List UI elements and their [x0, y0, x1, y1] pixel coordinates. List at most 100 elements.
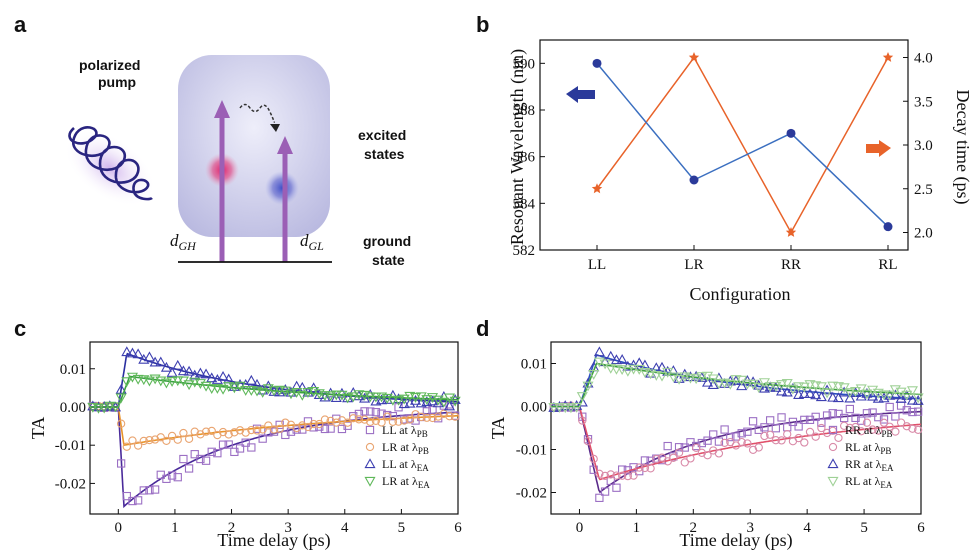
data-point: [150, 485, 160, 494]
data-point: [122, 442, 131, 451]
data-point: [714, 449, 724, 458]
data-point: [155, 356, 167, 367]
decay-time-point: [882, 52, 894, 62]
data-point: [245, 374, 257, 385]
data-point: [709, 430, 718, 439]
legend-marker: [827, 458, 839, 469]
data-point: [838, 383, 850, 394]
x-tick-label: 2: [690, 520, 698, 536]
data-point: [595, 469, 604, 478]
data-point: [167, 431, 177, 441]
data-point: [817, 423, 826, 433]
data-point: [387, 395, 399, 406]
data-point: [703, 451, 712, 460]
legend-marker: [827, 476, 839, 487]
data-point: [726, 432, 735, 442]
data-point: [252, 426, 262, 435]
data-point: [845, 404, 854, 414]
data-point: [600, 471, 610, 481]
data-point: [868, 425, 877, 434]
legend-marker: [828, 425, 838, 435]
data-point: [800, 438, 809, 447]
data-point: [145, 486, 154, 495]
data-point: [800, 415, 809, 425]
data-point: [371, 408, 381, 417]
data-point: [610, 364, 623, 375]
data-point: [743, 439, 752, 448]
x-tick-label: LL: [588, 257, 606, 273]
data-point: [247, 425, 256, 435]
data-point: [183, 365, 195, 376]
data-point: [315, 419, 324, 429]
data-point: [443, 393, 456, 404]
decay-time-line: [596, 56, 889, 235]
data-point: [92, 403, 105, 414]
data-point: [627, 364, 640, 375]
panel-a: a polarized pump dGH dGL excited: [14, 12, 411, 268]
decay-time-point: [591, 183, 603, 194]
data-point: [798, 382, 810, 393]
data-point: [760, 423, 769, 432]
data-point: [753, 379, 765, 390]
data-point: [781, 378, 793, 389]
x-tick-label: 4: [803, 520, 811, 536]
data-point: [364, 392, 376, 403]
data-point: [618, 471, 627, 480]
legend-label: RL at λEA: [845, 474, 893, 490]
data-point: [775, 380, 788, 391]
y-tick-label: 0.01: [60, 362, 86, 378]
data-point: [851, 422, 860, 432]
data-point: [405, 415, 415, 424]
chart-b-ylabel-right: Decay time (ps): [952, 90, 973, 205]
data-point: [133, 441, 143, 450]
decay-time-point: [785, 227, 797, 237]
data-point: [343, 421, 352, 430]
wavelength-point: [592, 58, 602, 68]
y-right-tick-label: 2.0: [914, 226, 933, 242]
data-point: [330, 390, 342, 401]
data-point: [400, 416, 409, 425]
legend-marker: [364, 476, 376, 487]
data-point: [150, 435, 160, 444]
data-point: [211, 374, 223, 384]
data-point: [771, 436, 780, 445]
data-point: [426, 395, 439, 406]
data-point: [275, 420, 284, 430]
data-point: [703, 436, 712, 445]
data-point: [845, 423, 854, 433]
x-tick-label: 0: [115, 520, 123, 536]
data-point: [370, 392, 382, 403]
data-point: [139, 436, 148, 446]
data-point: [652, 454, 661, 464]
data-point: [697, 448, 706, 457]
panel-d: d 0 1 2 3 4 5 6-0.02-0.010.000.01 RR at λPBRL …: [476, 316, 925, 551]
data-point: [240, 386, 252, 396]
data-point: [104, 401, 116, 412]
data-point: [201, 427, 211, 436]
data-point: [281, 418, 290, 427]
data-point: [190, 450, 199, 459]
data-point: [548, 403, 560, 413]
y-tick-label: -0.01: [55, 438, 86, 454]
decay-time-point: [688, 52, 700, 62]
data-point: [326, 416, 335, 426]
data-point: [697, 438, 706, 448]
data-point: [258, 434, 267, 443]
data-point: [332, 418, 341, 427]
panel-b: b LL LR RR RL 582 584 586 588 590 2.0 2.5 3.0 3.5 4.0…: [476, 12, 973, 304]
y-tick-label: 584: [513, 196, 536, 212]
data-point: [421, 395, 433, 406]
data-point: [179, 428, 188, 438]
data-point: [766, 416, 775, 425]
data-point: [606, 470, 615, 479]
data-point: [298, 421, 307, 430]
data-point: [805, 427, 815, 437]
data-point: [393, 395, 405, 406]
data-point: [764, 382, 776, 392]
data-point: [354, 415, 364, 424]
data-point: [657, 453, 667, 462]
data-point: [376, 394, 388, 405]
y-tick-label: 588: [513, 103, 536, 119]
data-point: [811, 412, 820, 422]
data-point: [874, 426, 883, 435]
